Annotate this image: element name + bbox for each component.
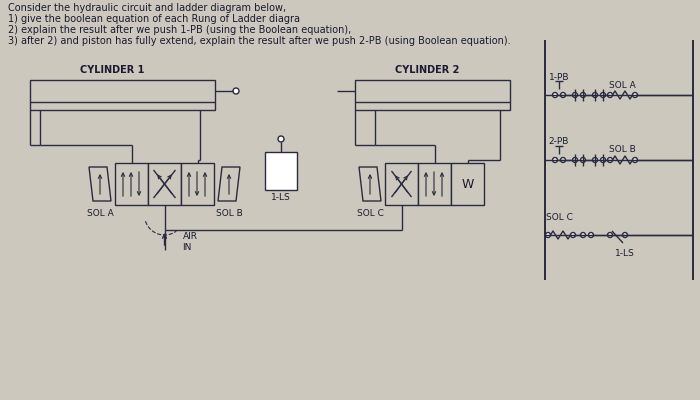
Circle shape	[601, 92, 606, 98]
Circle shape	[601, 158, 606, 162]
Circle shape	[608, 158, 612, 162]
Text: CYLINDER 1: CYLINDER 1	[80, 65, 145, 75]
Bar	[115, 163, 148, 205]
Text: 2) explain the result after we push 1-PB (using the Boolean equation),: 2) explain the result after we push 1-PB…	[8, 25, 351, 35]
Text: Consider the hydraulic circuit and ladder diagram below,: Consider the hydraulic circuit and ladde…	[8, 3, 286, 13]
Text: 3) after 2) and piston has fully extend, explain the result after we push 2-PB (: 3) after 2) and piston has fully extend,…	[8, 36, 510, 46]
Text: SOL A: SOL A	[87, 208, 113, 218]
Bar	[265, 152, 297, 190]
Circle shape	[633, 158, 638, 162]
Text: SOL C: SOL C	[545, 212, 573, 222]
Bar	[355, 80, 510, 110]
Text: AIR
IN: AIR IN	[183, 232, 197, 252]
Text: 1-PB: 1-PB	[549, 72, 569, 82]
Circle shape	[592, 158, 598, 162]
Circle shape	[608, 92, 612, 98]
Bar	[418, 163, 451, 205]
Circle shape	[633, 92, 638, 98]
Circle shape	[233, 88, 239, 94]
Text: CYLINDER 2: CYLINDER 2	[395, 65, 460, 75]
Circle shape	[570, 232, 575, 238]
Circle shape	[573, 92, 577, 98]
Bar	[385, 163, 418, 205]
Text: W: W	[461, 178, 474, 190]
Circle shape	[580, 158, 585, 162]
Text: SOL C: SOL C	[356, 208, 384, 218]
Circle shape	[545, 232, 550, 238]
Circle shape	[561, 92, 566, 98]
Circle shape	[573, 158, 577, 162]
Bar	[148, 163, 181, 205]
Text: 1-LS: 1-LS	[271, 192, 291, 202]
Text: 1) give the boolean equation of each Rung of Ladder diagra: 1) give the boolean equation of each Run…	[8, 14, 300, 24]
Circle shape	[552, 158, 557, 162]
Circle shape	[589, 232, 594, 238]
Bar	[30, 80, 215, 110]
Circle shape	[561, 158, 566, 162]
Bar	[451, 163, 484, 205]
Circle shape	[580, 92, 585, 98]
Text: SOL A: SOL A	[608, 80, 636, 90]
Text: 2-PB: 2-PB	[549, 138, 569, 146]
Circle shape	[552, 92, 557, 98]
Circle shape	[622, 232, 627, 238]
Text: 1-LS: 1-LS	[615, 248, 635, 258]
Circle shape	[608, 232, 612, 238]
Circle shape	[580, 232, 585, 238]
Bar	[181, 163, 214, 205]
Text: SOL B: SOL B	[608, 146, 636, 154]
Circle shape	[278, 136, 284, 142]
Text: SOL B: SOL B	[216, 208, 242, 218]
Circle shape	[592, 92, 598, 98]
